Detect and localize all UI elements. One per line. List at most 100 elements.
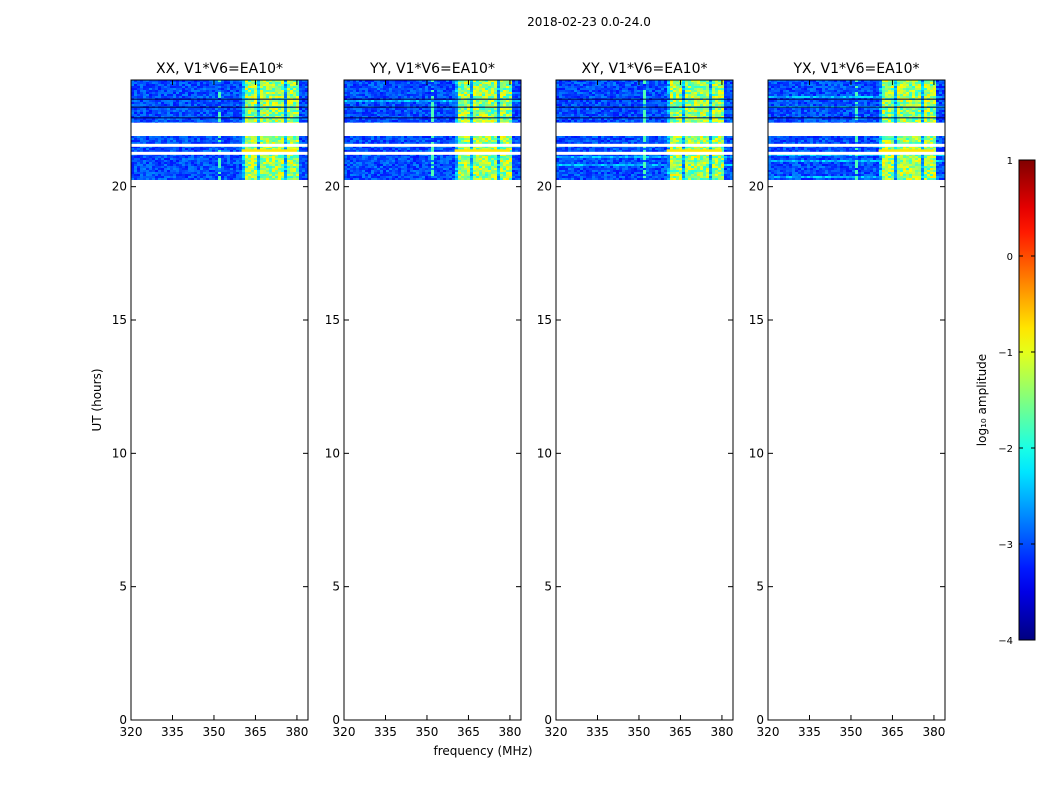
heatmap-cell: [155, 96, 158, 98]
heatmap-cell: [143, 146, 146, 148]
heatmap-cell: [212, 102, 215, 104]
heatmap-cell: [224, 158, 227, 160]
heatmap-cell: [152, 86, 155, 88]
heatmap-cell: [386, 100, 389, 102]
heatmap-cell: [452, 84, 455, 86]
heatmap-cell: [275, 158, 278, 160]
heatmap-cell: [302, 176, 305, 178]
heatmap-cell: [383, 90, 386, 92]
heatmap-cell: [443, 92, 446, 94]
heatmap-cell: [200, 156, 203, 158]
heatmap-cell: [176, 92, 179, 94]
heatmap-cell: [266, 82, 269, 84]
heatmap-cell: [149, 114, 152, 116]
heatmap-cell: [263, 158, 266, 160]
heatmap-cell: [383, 158, 386, 160]
heatmap-cell: [302, 108, 305, 110]
heatmap-cell: [146, 96, 149, 98]
heatmap-cell: [389, 112, 392, 114]
heatmap-cell: [176, 166, 179, 168]
heatmap-cell: [509, 80, 512, 82]
heatmap-cell: [275, 118, 278, 120]
heatmap-cell: [254, 112, 257, 114]
heatmap-cell: [518, 92, 521, 94]
y-tick-label: 0: [119, 713, 127, 727]
heatmap-cell: [455, 100, 458, 102]
heatmap-cell: [404, 172, 407, 174]
heatmap-cell: [134, 88, 137, 90]
heatmap-cell: [293, 154, 296, 156]
heatmap-cell: [149, 168, 152, 170]
heatmap-cell: [458, 148, 461, 150]
heatmap-cell: [176, 100, 179, 102]
heatmap-cell: [164, 172, 167, 174]
heatmap-cell: [467, 158, 470, 160]
heatmap-cell: [272, 120, 275, 122]
heatmap-cell: [167, 104, 170, 106]
heatmap-cell: [410, 154, 413, 156]
heatmap-cell: [143, 172, 146, 174]
heatmap-cell: [347, 154, 350, 156]
heatmap-cell: [161, 116, 164, 118]
heatmap-cell: [236, 158, 239, 160]
heatmap-cell: [167, 136, 170, 138]
heatmap-cell: [434, 162, 437, 164]
heatmap-cell: [248, 138, 251, 140]
heatmap-cell: [509, 102, 512, 104]
heatmap-cell: [155, 156, 158, 158]
heatmap-cell: [503, 142, 506, 144]
heatmap-cell: [254, 166, 257, 168]
heatmap-cell: [131, 148, 134, 150]
heatmap-cell: [161, 100, 164, 102]
heatmap-cell: [164, 146, 167, 148]
heatmap-cell: [452, 110, 455, 112]
heatmap-cell: [257, 90, 260, 92]
heatmap-cell: [413, 162, 416, 164]
heatmap-cell: [365, 112, 368, 114]
heatmap-cell: [176, 154, 179, 156]
heatmap-cell: [434, 102, 437, 104]
heatmap-cell: [431, 108, 434, 110]
heatmap-cell: [182, 136, 185, 138]
heatmap-cell: [425, 86, 428, 88]
heatmap-cell: [161, 102, 164, 104]
heatmap-cell: [290, 154, 293, 156]
heatmap-cell: [302, 120, 305, 122]
heatmap-cell: [143, 114, 146, 116]
heatmap-cell: [458, 162, 461, 164]
heatmap-cell: [455, 166, 458, 168]
heatmap-cell: [500, 168, 503, 170]
heatmap-cell: [386, 110, 389, 112]
heatmap-cell: [161, 140, 164, 142]
heatmap-cell: [215, 142, 218, 144]
heatmap-cell: [218, 172, 221, 174]
heatmap-cell: [212, 136, 215, 138]
heatmap-cell: [152, 136, 155, 138]
heatmap-cell: [188, 170, 191, 172]
heatmap-cell: [287, 136, 290, 138]
heatmap-cell: [263, 176, 266, 178]
heatmap-cell: [188, 110, 191, 112]
heatmap-cell: [434, 164, 437, 166]
heatmap-cell: [197, 80, 200, 82]
heatmap-cell: [440, 178, 443, 180]
heatmap-cell: [287, 156, 290, 158]
heatmap-cell: [512, 138, 515, 140]
heatmap-cell: [344, 162, 347, 164]
heatmap-cell: [143, 158, 146, 160]
heatmap-cell: [212, 96, 215, 98]
heatmap-cell: [221, 120, 224, 122]
heatmap-cell: [380, 148, 383, 150]
heatmap-cell: [410, 80, 413, 82]
heatmap-cell: [242, 170, 245, 172]
heatmap-cell: [239, 108, 242, 110]
heatmap-cell: [266, 108, 269, 110]
heatmap-cell: [170, 100, 173, 102]
heatmap-cell: [356, 94, 359, 96]
heatmap-cell: [500, 102, 503, 104]
heatmap-cell: [281, 92, 284, 94]
heatmap-cell: [278, 172, 281, 174]
heatmap-cell: [389, 86, 392, 88]
heatmap-cell: [284, 102, 287, 104]
heatmap-cell: [152, 110, 155, 112]
